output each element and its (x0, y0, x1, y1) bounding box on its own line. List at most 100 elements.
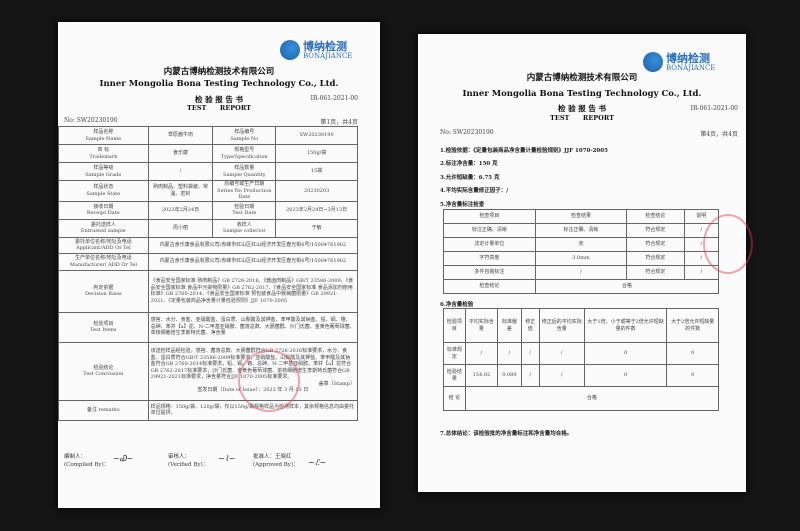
report-number: No: SW20230190 (64, 117, 118, 124)
line-3: 3.允许短缺量：6.75 克 (440, 175, 500, 181)
remarks-row: 备注 remarks 样品规格：150g/袋、120g/袋，仅以150g/袋规格样… (58, 399, 359, 421)
table-cell: 标准偏差 (497, 308, 522, 343)
table-cell: / (520, 342, 540, 365)
table-cell: 委托单位名称/地址及电话 (74, 238, 132, 245)
table-cell: 检验项目 Test Items (58, 311, 149, 343)
logo-en: BONAJIANCE (303, 51, 353, 60)
table-cell: 平均实际含量 (464, 308, 499, 343)
table-cell: 检验结论 Test Conclusion (58, 341, 149, 401)
bona-logo: 博纳检测 BONAJIANCE (643, 52, 715, 72)
logo-cn: 博纳检测 (303, 39, 347, 53)
table-cell: 样品状态 Sample State (58, 180, 149, 202)
table-cell: 2023年2月24日 (147, 200, 214, 220)
table-cell: 内蒙古食乐康食品有限公司/赤峰市红山区红山经济开发区春光街6号/15004761… (147, 252, 359, 271)
table-summary-row: 结 论合格 (443, 386, 720, 411)
table-cell: Applicant/ADD Or Tel (75, 245, 131, 251)
section-6-title: 6.净含量检验 (440, 302, 474, 308)
table-cell: 样品名称 (93, 129, 114, 135)
table-cell: 草原酱牛肉 (147, 126, 214, 145)
table-cell: 规格型号 Type/Specification (212, 144, 277, 163)
table-cell: 熟肉制品、塑料袋装、常温、密封 (147, 180, 214, 202)
table-cell: Receipt Date (86, 210, 120, 216)
decision-basis-row: 判定依据 Decision Basis 《食品安全国家标准 熟肉制品》GB 2726… (58, 269, 359, 313)
table-cell: 食乐康 (147, 144, 214, 163)
table-cell: SW20230190 (275, 126, 358, 145)
table-cell: 修正值 (520, 308, 540, 343)
table-cell: 修正后的平均实际含量 (538, 308, 585, 343)
table-cell: 样品编号 Sample No (212, 126, 277, 145)
table-cell: 规格型号 (234, 147, 255, 153)
table-cell: Decision Basis (84, 291, 122, 297)
table-cell: 内蒙古食乐康食品有限公司/赤峰市红山区红山经济开发区春光街6号/15004761… (147, 236, 359, 254)
verified-by: 审核人： (Verified By)： (168, 454, 209, 468)
table-cell: Sample Name (85, 135, 122, 142)
table-cell: 商 标 (97, 147, 110, 153)
table-cell: / (147, 162, 214, 181)
net-content-table: 检验项目 平均实际含量 标准偏差 修正值 修正后的平均实际含量 大于1倍，小于或等于2倍允… (443, 308, 720, 411)
form-number: IR-061-2021-00 (310, 95, 358, 102)
company-name-en: Inner Mongolia Bona Testing Technology C… (99, 79, 339, 89)
table-cell: 委托送样人 (90, 221, 116, 228)
table-cell: 生产单位名称/地址及电话 Manufacturer/ ADD Or Tel (58, 252, 149, 271)
test-items-row: 检验项目 Test Items 感官、水分、食盐、亚硝酸盐、蛋白质、山梨酸及其钾盐、… (58, 311, 359, 343)
table-cell: 0 (583, 342, 668, 365)
table-cell: 合格 (464, 386, 720, 411)
compiled-signature: ~Ꮿ~ (113, 454, 134, 463)
table-cell: 收样人 Sample collector (212, 218, 277, 238)
table-cell: / (497, 342, 522, 365)
table-cell: 符合规定 (626, 237, 685, 252)
table-cell: 字符高度 (443, 251, 536, 266)
table-cell: 检验项目 (443, 308, 466, 343)
company-name-cn: 内蒙古博纳检测技术有限公司 (163, 67, 275, 77)
table-cell: / (534, 265, 628, 280)
table-cell: Sample Grade (85, 171, 122, 178)
table-cell: Test Conclusion (83, 371, 124, 377)
table-cell: Sample State (86, 190, 121, 197)
sample-info-row: 委托送样人 Entrusted sample 周小丽 收样人 Sample collec… (58, 218, 358, 238)
table-row: 多件包装标注 / 符合规定 / (443, 265, 720, 280)
table-cell: 15袋 (275, 162, 358, 181)
table-cell: 判定依据 (93, 284, 114, 291)
table-cell: Sample No (230, 135, 259, 142)
table-cell: Entrusted sample (80, 228, 126, 234)
table-cell: 标准规定 (443, 342, 466, 365)
verified-signature: ~⌇~ (218, 454, 236, 463)
compiled-by: 编制人： (Compiled By)： (64, 454, 110, 468)
table-cell: 于敏 (275, 218, 358, 238)
table-cell: 检验日期 (234, 203, 255, 210)
sample-info-row: 样品等级 Sample Grade / 样品数量 Sample Quantity 15袋 (58, 162, 358, 181)
table-cell: 接收日期 Receipt Date (58, 200, 149, 220)
sample-info-row: 商 标 Trademark 食乐康 规格型号 Type/Specification 150… (58, 144, 358, 163)
table-cell: 检验结果 (443, 364, 466, 387)
table-cell: 委托单位名称/地址及电话 Applicant/ADD Or Tel (58, 236, 149, 254)
table-header-row: 检验项目 平均实际含量 标准偏差 修正值 修正后的平均实际含量 大于1倍，小于或等于2倍允… (443, 308, 719, 343)
sample-info-row: 样品名称 Sample Name 草原酱牛肉 样品编号 Sample No SW20230… (58, 126, 358, 145)
table-cell: 0.089 (497, 364, 522, 387)
table-row: 标准规定 / / //0 0 (443, 342, 719, 365)
page-info: 第4页，共4页 (700, 131, 738, 138)
table-cell: 多件包装标注 (443, 265, 536, 280)
table-cell: 结 论 (443, 386, 466, 411)
table-cell: 样品等级 (93, 165, 114, 171)
approved-signature: ~ℰ~ (308, 458, 327, 467)
table-cell: 0 (583, 364, 668, 387)
table-cell: 法定计量单位 (443, 237, 536, 252)
company-name-cn: 内蒙古博纳检测技术有限公司 (526, 73, 638, 83)
table-cell: / (520, 364, 540, 387)
line-2: 2.标注净含量：150 克 (440, 161, 498, 167)
table-cell: 符合规定 (626, 265, 685, 280)
table-cell: 样品数量 Sample Quantity (212, 162, 277, 181)
table-cell: 原编号或生产日期 (224, 181, 265, 187)
table-row: 字符高度 3.0mm 符合规定 / (443, 251, 720, 266)
table-cell: 150g/袋 (275, 144, 358, 163)
table-cell: 符合规定 (626, 223, 685, 238)
table-cell: 检查结果 (534, 209, 628, 224)
logo-circle-icon (280, 40, 300, 60)
table-cell: Test Date (232, 210, 257, 216)
line-1: 1.检验依据：《定量包装商品净含量计量检验规则》JJF 1070-2005 (440, 148, 608, 154)
table-header-row: 检查项目 检查结果 检查结论 说明 (443, 209, 720, 224)
table-cell: 备注 remarks (58, 399, 149, 421)
sample-info-table: 样品名称 Sample Name 草原酱牛肉 样品编号 Sample No SW20230… (58, 126, 359, 421)
table-cell: 样品状态 (93, 184, 114, 191)
table-cell: 合格 (534, 279, 720, 294)
